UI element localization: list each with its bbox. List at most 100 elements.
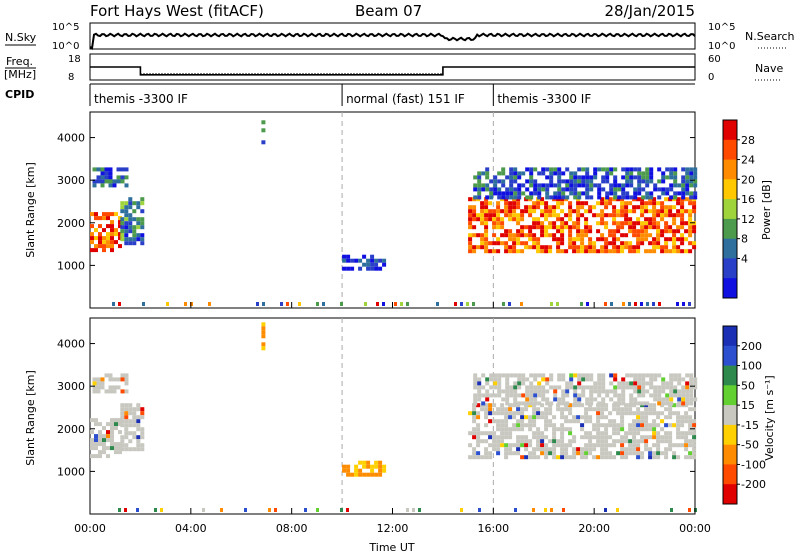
echo-cell: [665, 401, 670, 406]
echo-cell: [544, 205, 549, 210]
echo-cell: [681, 385, 686, 390]
echo-cell: [597, 401, 602, 406]
echo-cell: [572, 245, 577, 250]
echo-cell: [588, 209, 593, 214]
echo-cell: [501, 171, 506, 176]
echo-cell: [100, 175, 105, 180]
echo-cell: [628, 431, 633, 436]
echo-cell: [652, 403, 657, 408]
echo-cell: [676, 209, 681, 214]
echo-cell: [536, 245, 541, 250]
echo-cell: [644, 419, 649, 424]
echo-cell: [493, 175, 498, 180]
echo-cell: [500, 419, 505, 424]
echo-cell: [485, 175, 490, 180]
echo-cell: [513, 171, 518, 176]
echo-cell: [124, 427, 129, 432]
echo-cell: [548, 209, 553, 214]
echo-cell: [473, 187, 478, 192]
echo-cell: [552, 443, 557, 448]
echo-cell: [513, 179, 518, 184]
echo-cell: [636, 411, 641, 416]
echo-cell: [477, 385, 482, 390]
echo-cell: [508, 443, 513, 448]
echo-cell: [493, 381, 498, 386]
echo-cell: [520, 302, 523, 306]
echo-cell: [476, 411, 481, 416]
echo-cell: [512, 241, 517, 246]
echo-cell: [544, 508, 547, 512]
echo-cell: [552, 423, 557, 428]
y-tick-label: 3000: [57, 174, 85, 187]
echo-cell: [597, 385, 602, 390]
echo-cell: [484, 245, 489, 250]
echo-cell: [557, 179, 562, 184]
echo-cell: [652, 419, 657, 424]
echo-cell: [540, 431, 545, 436]
echo-cell: [692, 205, 697, 210]
echo-cell: [577, 381, 582, 386]
echo-cell: [102, 446, 106, 451]
echo-cell: [541, 389, 546, 394]
echo-cell: [529, 389, 534, 394]
echo-cell: [108, 373, 113, 378]
echo-cell: [468, 411, 473, 416]
echo-cell: [637, 171, 642, 176]
echo-cell: [472, 431, 477, 436]
echo-cell: [525, 389, 530, 394]
echo-cell: [124, 407, 129, 412]
echo-cell: [118, 302, 121, 306]
echo-cell: [609, 381, 614, 386]
echo-cell: [473, 381, 478, 386]
echo-cell: [616, 439, 621, 444]
echo-cell: [472, 213, 477, 218]
echo-cell: [677, 401, 682, 406]
echo-cell: [509, 179, 514, 184]
echo-cell: [597, 389, 602, 394]
echo-cell: [468, 225, 473, 230]
echo-cell: [652, 201, 657, 206]
echo-cell: [102, 244, 106, 249]
echo-cell: [132, 225, 137, 230]
echo-cell: [684, 249, 689, 254]
echo-cell: [641, 373, 646, 378]
echo-cell: [548, 419, 553, 424]
echo-cell: [529, 167, 534, 172]
echo-cell: [492, 431, 497, 436]
echo-cell: [605, 179, 610, 184]
echo-cell: [536, 241, 541, 246]
echo-cell: [572, 225, 577, 230]
echo-cell: [536, 205, 541, 210]
echo-cell: [652, 221, 657, 226]
echo-cell: [693, 397, 698, 402]
echo-cell: [613, 179, 618, 184]
echo-cell: [660, 439, 665, 444]
echo-cell: [505, 175, 510, 180]
echo-cell: [648, 221, 653, 226]
echo-cell: [644, 447, 649, 452]
echo-cell: [549, 373, 554, 378]
echo-cell: [140, 225, 145, 230]
echo-cell: [600, 233, 605, 238]
echo-cell: [600, 197, 605, 202]
echo-cell: [394, 302, 397, 306]
echo-cell: [298, 302, 301, 306]
echo-cell: [629, 167, 634, 172]
echo-cell: [488, 201, 493, 206]
power-ylabel: Slant Range [km]: [24, 162, 37, 258]
echo-cell: [608, 435, 613, 440]
echo-cell: [112, 302, 115, 306]
echo-cell: [624, 205, 629, 210]
echo-cell: [632, 447, 637, 452]
echo-cell: [500, 427, 505, 432]
echo-cell: [680, 435, 685, 440]
echo-cell: [500, 439, 505, 444]
echo-cell: [589, 187, 594, 192]
echo-cell: [100, 167, 105, 172]
echo-cell: [541, 171, 546, 176]
echo-cell: [98, 442, 102, 447]
echo-cell: [545, 187, 550, 192]
echo-cell: [533, 179, 538, 184]
echo-cell: [370, 472, 375, 477]
echo-cell: [110, 212, 114, 217]
